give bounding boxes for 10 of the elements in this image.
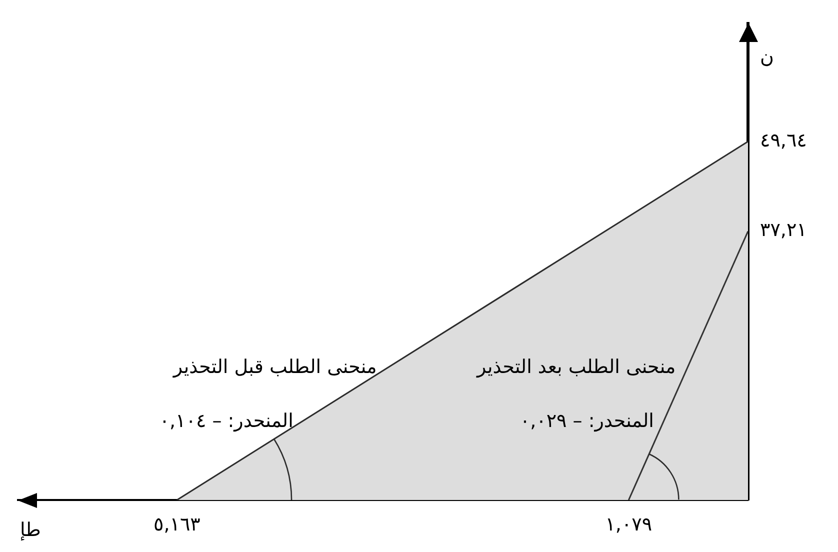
x-axis-title: طإ xyxy=(20,518,41,542)
series-label: منحنى الطلب بعد التحذير xyxy=(477,355,676,379)
x-tick-label: ١,٠٧٩ xyxy=(605,513,652,536)
y-tick-label: ٤٩,٦٤ xyxy=(760,129,807,152)
y-axis-title: ن xyxy=(760,45,774,70)
series-label: منحنى الطلب قبل التحذير xyxy=(173,355,377,379)
x-tick-label: ٥,١٦٣ xyxy=(154,513,200,536)
annotation: المنحدر: – ٠,٠٢٩ xyxy=(520,408,654,433)
y-tick-label: ٣٧,٢١ xyxy=(760,219,807,242)
annotation: المنحدر: – ٠,١٠٤ xyxy=(159,408,294,433)
